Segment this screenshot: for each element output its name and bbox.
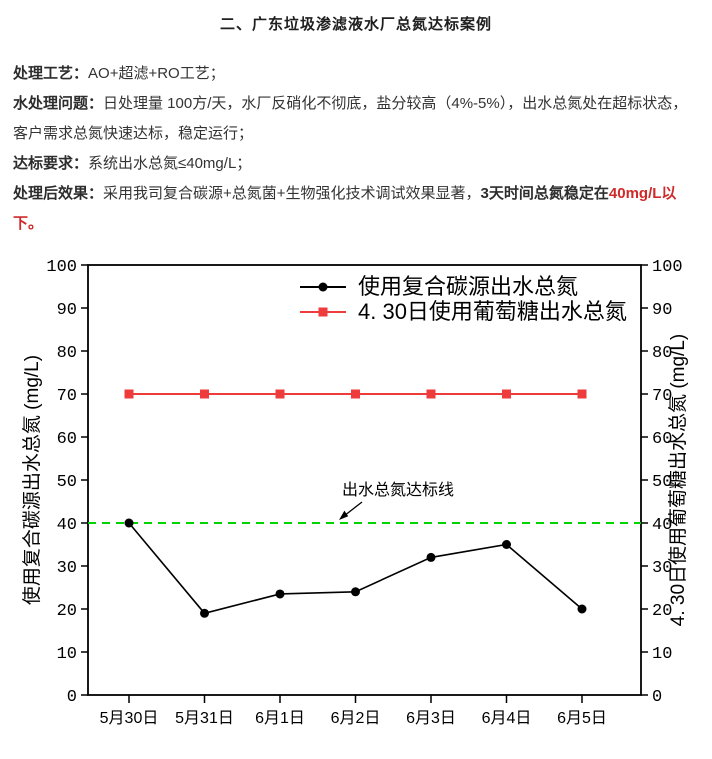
article-body: 处理工艺：AO+超滤+RO工艺； 水处理问题：日处理量 100方/天，水厂反硝化…	[13, 59, 698, 239]
y-tick-label-left: 10	[57, 645, 77, 664]
chart-figure: 0 0 10 10 20 20 30 30 40 40 50 50 60 60 70 70 80 80 90 90 10…	[0, 245, 712, 754]
paragraph-process-text: AO+超滤+RO工艺；	[88, 65, 225, 82]
x-tick-label: 5月31日	[175, 710, 234, 727]
series-compound-carbon-marker	[426, 552, 436, 562]
series-glucose-marker	[426, 389, 436, 399]
series-compound-carbon-marker	[502, 540, 511, 549]
y-tick-label-right: 60	[652, 430, 672, 449]
x-tick-label: 6月5日	[557, 710, 607, 727]
paragraph-result-text: 采用我司复合碳源+总氮菌+生物强化技术调试效果显著，	[103, 185, 481, 202]
series-compound-carbon-marker	[577, 604, 587, 614]
y-tick-label-right: 50	[652, 473, 672, 492]
y-tick-label-left: 80	[57, 344, 77, 363]
paragraph-process: 处理工艺：AO+超滤+RO工艺；	[13, 59, 698, 89]
y-tick-label-left: 50	[57, 473, 77, 492]
plot-border	[87, 264, 642, 696]
y-tick-label-right: 20	[652, 602, 672, 621]
series-glucose-marker	[351, 389, 360, 399]
total-nitrogen-line-chart: 0 0 10 10 20 20 30 30 40 40 50 50 60 60 70 70 80 80 90 90 10…	[21, 258, 689, 727]
limit-annotation-arrow	[343, 501, 363, 517]
series-glucose-marker	[200, 389, 209, 399]
x-tick-label: 6月3日	[406, 710, 456, 727]
paragraph-result-red-text: 40mg/L以下。	[13, 185, 677, 232]
paragraph-problem-label: 水处理问题：	[13, 95, 104, 112]
series-glucose-marker	[275, 389, 285, 399]
series-compound-carbon-marker	[124, 518, 134, 528]
y-tick-label-right: 90	[652, 301, 672, 320]
series-glucose	[124, 389, 587, 399]
paragraph-problem-text: 日处理量 100方/天，水厂反硝化不彻底，盐分较高（4%-5%），出水总氮处在超…	[13, 95, 688, 142]
left-axis-title: 使用复合碳源出水总氮 (mg/L)	[21, 355, 43, 605]
legend-label: 4. 30日使用葡萄糖出水总氮	[358, 299, 627, 324]
series-compound-carbon-line	[128, 522, 583, 615]
y-tick-label-right: 100	[652, 258, 683, 277]
series-compound-carbon-marker	[275, 589, 285, 599]
y-tick-label-right: 80	[652, 344, 672, 363]
y-tick-label-left: 70	[57, 387, 77, 406]
paragraph-process-label: 处理工艺：	[13, 65, 89, 82]
legend-marker	[318, 307, 328, 317]
y-tick-label-left: 30	[57, 559, 77, 578]
x-tick-label: 6月2日	[331, 710, 381, 727]
x-axis: 5月30日 5月31日 6月1日 6月2日 6月3日 6月4日 6月5日	[100, 695, 607, 727]
y-tick-label-left: 100	[46, 258, 77, 277]
y-tick-label-right: 40	[652, 516, 672, 535]
y-axes: 0 0 10 10 20 20 30 30 40 40 50 50 60 60 70 70 80 80 90 90 10…	[46, 258, 682, 707]
series-glucose-marker	[502, 389, 511, 399]
series-compound-carbon	[124, 518, 587, 618]
paragraph-requirement-text: 系统出水总氮≤40mg/L；	[88, 155, 252, 172]
x-tick-label: 6月4日	[482, 710, 532, 727]
paragraph-result: 处理后效果：采用我司复合碳源+总氮菌+生物强化技术调试效果显著，3天时间总氮稳定…	[13, 179, 698, 239]
legend-label: 使用复合碳源出水总氮	[358, 274, 578, 299]
y-tick-label-left: 90	[57, 301, 77, 320]
limit-annotation-arrowhead	[339, 510, 349, 520]
y-tick-label-right: 30	[652, 559, 672, 578]
limit-annotation-text: 出水总氮达标线	[342, 481, 454, 499]
series-glucose-marker	[577, 389, 587, 399]
y-tick-label-left: 60	[57, 430, 77, 449]
y-tick-label-left: 20	[57, 602, 77, 621]
y-tick-label-right: 10	[652, 645, 672, 664]
y-tick-label-left: 0	[67, 688, 77, 707]
series-compound-carbon-marker	[200, 608, 209, 618]
paragraph-requirement: 达标要求：系统出水总氮≤40mg/L；	[13, 149, 698, 179]
x-tick-label: 5月30日	[100, 710, 159, 727]
legend-marker	[318, 282, 328, 292]
paragraph-problem: 水处理问题：日处理量 100方/天，水厂反硝化不彻底，盐分较高（4%-5%），出…	[13, 89, 698, 149]
paragraph-result-bold-text: 3天时间总氮稳定在	[480, 185, 609, 202]
right-axis-title: 4. 30日使用葡萄糖出水总氮 (mg/L)	[667, 334, 689, 626]
limit-annotation: 出水总氮达标线	[339, 481, 454, 520]
paragraph-requirement-label: 达标要求：	[13, 155, 89, 172]
series-compound-carbon-marker	[351, 587, 360, 597]
paragraph-result-label: 处理后效果：	[13, 185, 104, 202]
y-tick-label-right: 0	[652, 688, 662, 707]
x-tick-label: 6月1日	[255, 710, 305, 727]
page-title: 二、广东垃圾渗滤液水厂总氮达标案例	[219, 16, 492, 33]
series-glucose-marker	[124, 389, 134, 399]
y-tick-label-right: 70	[652, 387, 672, 406]
y-tick-label-left: 40	[57, 516, 77, 535]
